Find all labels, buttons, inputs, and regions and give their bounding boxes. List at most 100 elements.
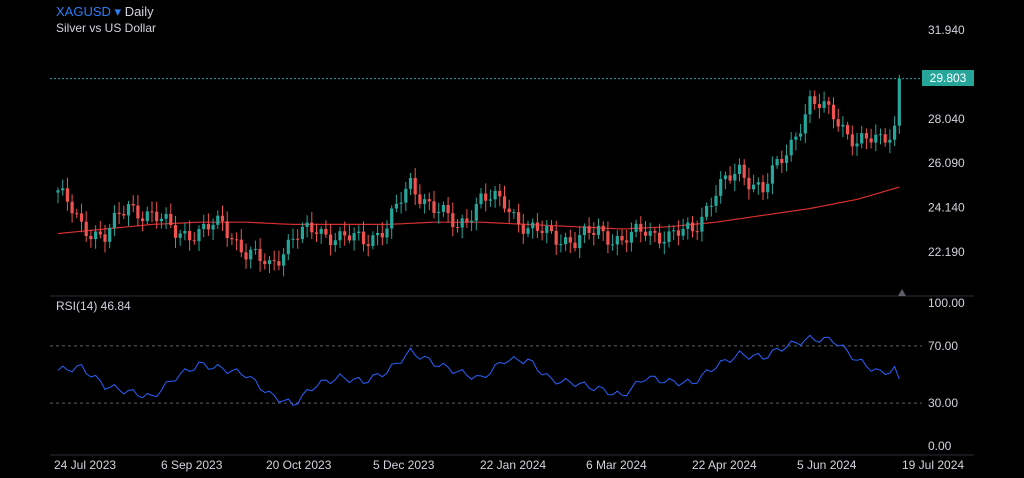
candle [474, 197, 478, 231]
chart-frame[interactable]: 31.940 28.040 26.090 24.140 22.190 100.00 70.0… [50, 0, 974, 473]
candle-body [817, 104, 821, 108]
candle-body [277, 261, 281, 266]
candle [780, 150, 784, 174]
candle [164, 207, 168, 230]
candle [136, 194, 140, 227]
candle-body [545, 226, 549, 233]
candle [700, 207, 704, 242]
candle [831, 97, 836, 129]
candle-body [860, 133, 864, 144]
candle-body [258, 248, 262, 261]
candle [432, 190, 436, 219]
axes-layer: 31.940 28.040 26.090 24.140 22.190 100.00 70.0… [54, 23, 965, 472]
candle [404, 181, 408, 212]
candle [470, 210, 474, 232]
timeframe-label[interactable]: Daily [124, 4, 154, 19]
candle [361, 221, 366, 252]
candle [587, 217, 591, 240]
candle [531, 218, 535, 239]
candle [230, 233, 234, 246]
candle-body [56, 190, 60, 193]
candle-body [714, 195, 718, 206]
candle [549, 220, 554, 234]
candle [352, 227, 356, 251]
current-price-badge: 29.803 [922, 70, 974, 86]
candle [803, 103, 807, 144]
time-axis-tick: 6 Mar 2024 [586, 458, 647, 472]
candle [752, 174, 756, 193]
candle [878, 128, 883, 145]
candle-body [592, 232, 596, 235]
candle [155, 201, 159, 229]
candle-body [662, 241, 666, 244]
candle-body [521, 224, 525, 234]
candle [526, 220, 530, 238]
candle [658, 223, 662, 249]
candle [413, 167, 417, 206]
candle [493, 185, 497, 208]
candle-body [122, 214, 126, 216]
time-axis-tick: 5 Jun 2024 [797, 458, 857, 472]
candle [310, 211, 314, 239]
candle-body [253, 248, 257, 250]
candle [893, 116, 897, 147]
candle [300, 222, 304, 244]
candle-body [705, 205, 709, 217]
chart-canvas[interactable]: 31.940 28.040 26.090 24.140 22.190 100.00 70.0… [50, 0, 974, 473]
candle-body [220, 215, 225, 222]
symbol-dropdown-icon[interactable]: ▾ [114, 4, 122, 19]
time-axis-tick: 20 Oct 2023 [266, 458, 332, 472]
candle [770, 156, 774, 195]
candle-body [470, 220, 474, 223]
candles-layer [56, 74, 901, 277]
candle-body [380, 232, 384, 238]
candle-body [263, 260, 267, 265]
candle [329, 223, 333, 256]
candle-body [676, 230, 680, 236]
candle-body [230, 238, 234, 240]
symbol-name[interactable]: XAGUSD [56, 4, 111, 19]
candle [79, 203, 84, 233]
candle [709, 197, 713, 217]
candle [173, 215, 178, 248]
candle-body [286, 239, 290, 255]
candle-body [794, 136, 798, 140]
candle [897, 74, 901, 134]
ma-series-line [57, 186, 900, 235]
candle-body [747, 177, 751, 190]
rsi-layer [57, 334, 900, 406]
candle [888, 129, 892, 154]
candle [517, 203, 521, 233]
candle-body [437, 211, 441, 213]
candle-body [188, 231, 192, 241]
candle [874, 124, 878, 152]
candle [263, 253, 267, 270]
candle [784, 144, 789, 172]
candle-body [390, 208, 394, 229]
candle-body [836, 119, 840, 127]
candle [860, 125, 864, 149]
candle-body [150, 211, 154, 213]
candle [634, 219, 638, 238]
candle [521, 213, 525, 244]
candle [883, 127, 887, 147]
chart-header[interactable]: XAGUSD ▾ Daily [56, 4, 154, 20]
candle [437, 202, 441, 224]
candle-body [869, 138, 873, 143]
symbol-description: Silver vs US Dollar [56, 21, 157, 35]
candle-body [695, 231, 699, 233]
candle-body [653, 231, 657, 233]
candle-body [479, 193, 483, 205]
candle-body [596, 225, 601, 235]
candle-body [780, 158, 784, 164]
time-axis-tick: 22 Apr 2024 [692, 458, 757, 472]
rsi-legend: RSI(14) 46.84 [56, 299, 131, 313]
candle-body [752, 184, 756, 190]
candle [291, 228, 295, 249]
candle [794, 132, 798, 151]
candle [357, 225, 361, 241]
candle-body [136, 205, 140, 219]
rsi-axis-tick: 30.00 [928, 396, 958, 410]
candle-body [813, 96, 817, 105]
candle [578, 226, 582, 259]
